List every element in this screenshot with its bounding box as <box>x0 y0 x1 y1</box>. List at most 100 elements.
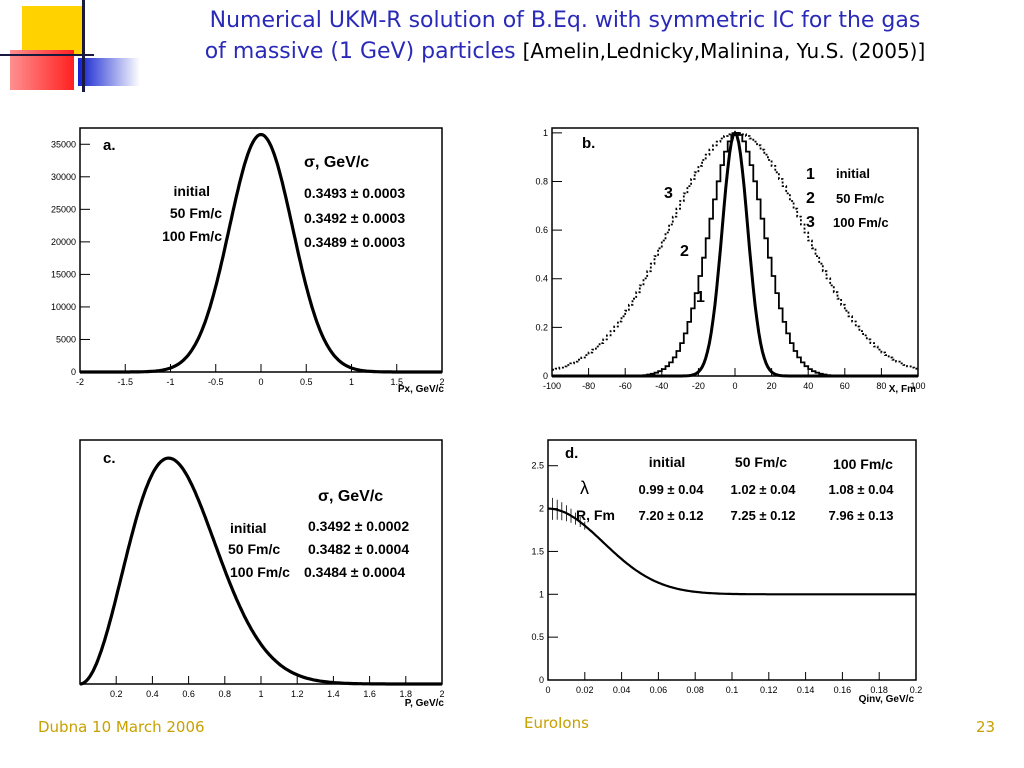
panel-d-row-label-0: λ <box>580 478 589 498</box>
panel-a-xtick-label: 2 <box>439 377 444 387</box>
panel-a-xtick-label: 1 <box>349 377 354 387</box>
panel-b-ytick-label: 0.4 <box>535 274 548 284</box>
panel-a-label: a. <box>103 137 116 154</box>
panel-c-xtick-label: 0.4 <box>146 689 159 699</box>
panel-a-legend-label-0: initial <box>173 183 210 199</box>
panel-d-cell-1-2: 7.96 ± 0.13 <box>829 508 894 523</box>
title-reference: [Amelin,Lednicky,Malinina, Yu.S. (2005)] <box>522 39 926 63</box>
panel-b-marker-2: 2 <box>806 190 815 207</box>
panel-b-legend-1: 50 Fm/c <box>836 191 884 206</box>
panel-d-ytick-label: 1 <box>539 589 544 599</box>
panel-d-col-header-0: initial <box>649 454 686 470</box>
panel-a-legend-label-1: 50 Fm/c <box>170 205 222 221</box>
panel-c-legend-label-1: 50 Fm/c <box>228 541 280 557</box>
panel-c-xtick-label: 1 <box>258 689 263 699</box>
panel-d-correlation-curve <box>548 507 916 596</box>
footer-date: Dubna 10 March 2006 <box>38 718 205 736</box>
panel-d-col-header-1: 50 Fm/c <box>735 454 787 470</box>
panel-d-ytick-label: 2 <box>539 504 544 514</box>
panel-a-ticks: -2 -1.5 -1 -0.5 0 0.5 1 1.5 2 0 5000 10000 15000 2000… <box>51 139 445 387</box>
panel-d-xlabel: Qinv, GeV/c <box>859 694 915 705</box>
chart-panel-c: 0.2 0.4 0.6 0.8 1 1.2 1.4 1.6 1.8 2 c. P, GeV/c σ… <box>79 439 445 709</box>
panel-d-curve <box>548 497 916 596</box>
panel-c-xtick-label: 1.2 <box>291 689 304 699</box>
panel-b-xtick-label: 40 <box>803 381 813 391</box>
panel-c-xtick-label: 1.8 <box>400 689 413 699</box>
panel-b-xtick-label: -100 <box>543 381 561 391</box>
panel-a-legend-header: σ, GeV/c <box>304 154 369 171</box>
panel-c-momentum-curve <box>79 456 442 686</box>
panel-a-ytick-label: 35000 <box>51 139 76 149</box>
panel-d-xtick-label: 0.18 <box>870 685 888 695</box>
panel-a-frame-group <box>79 127 443 373</box>
panel-d-xtick-label: 0.06 <box>650 685 668 695</box>
panel-b-xtick-label: -60 <box>619 381 632 391</box>
chart-panel-a: -2 -1.5 -1 -0.5 0 0.5 1 1.5 2 0 5000 10000 15000 2000… <box>51 127 445 395</box>
panel-a-xlabel: Px, GeV/c <box>398 384 445 395</box>
panel-b-ytick-label: 0.6 <box>535 225 548 235</box>
panel-a-legend-value-0: 0.3493 ± 0.0003 <box>304 185 405 201</box>
panel-d-cell-0-0: 0.99 ± 0.04 <box>639 482 705 497</box>
panel-a-xtick-label: -1.5 <box>117 377 133 387</box>
panel-b-curve-marker-3: 3 <box>664 185 673 202</box>
panel-c-xtick-label: 1.6 <box>363 689 376 699</box>
panel-d-cell-1-0: 7.20 ± 0.12 <box>639 508 704 523</box>
panel-b-curve-marker-2: 2 <box>680 243 689 260</box>
panel-d-cell-0-1: 1.02 ± 0.04 <box>731 482 797 497</box>
panel-c-ticks: 0.2 0.4 0.6 0.8 1 1.2 1.4 1.6 1.8 2 <box>110 676 445 699</box>
panel-a-legend-value-1: 0.3492 ± 0.0003 <box>304 210 405 226</box>
deco-blue-block <box>78 58 140 86</box>
panel-c-legend-value-0: 0.3492 ± 0.0002 <box>308 518 409 534</box>
panel-c-xlabel: P, GeV/c <box>405 698 445 709</box>
panel-d-xtick-label: 0.08 <box>686 685 704 695</box>
panel-d-cell-0-2: 1.08 ± 0.04 <box>829 482 895 497</box>
panel-d-ytick-label: 1.5 <box>531 546 544 556</box>
panel-c-xtick-label: 0.2 <box>110 689 123 699</box>
panel-a-frame <box>79 127 443 373</box>
title-line-2: of massive (1 GeV) particles [Amelin,Led… <box>120 36 1010 67</box>
panel-a-ytick-label: 15000 <box>51 269 76 279</box>
panel-a-ytick-label: 5000 <box>56 334 76 344</box>
panel-c-legend-label-2: 100 Fm/c <box>230 564 290 580</box>
panel-a-xtick-label: -0.5 <box>208 377 224 387</box>
panel-b-curve <box>552 130 919 378</box>
panel-b-legend-0: initial <box>836 166 870 181</box>
panel-d-ytick-label: 2.5 <box>531 461 544 471</box>
panel-d-col-header-2: 100 Fm/c <box>833 456 893 472</box>
panel-d-frame-group <box>547 439 917 681</box>
panel-b-xlabel: X, Fm <box>889 384 916 395</box>
panel-a-xtick-label: 0 <box>258 377 263 387</box>
panel-c-xtick-label: 2 <box>439 689 444 699</box>
panel-d-xtick-label: 0.2 <box>910 685 923 695</box>
panel-a-curve <box>80 132 442 374</box>
panel-c-legend-value-2: 0.3484 ± 0.0004 <box>304 564 405 580</box>
deco-vertical-line <box>82 0 85 92</box>
panel-b-marker-1: 1 <box>806 166 815 183</box>
panel-d-xtick-label: 0 <box>545 685 550 695</box>
panel-d-xtick-label: 0.04 <box>613 685 631 695</box>
panel-b-ytick-label: 0.2 <box>535 322 548 332</box>
panel-c-legend-label-0: initial <box>230 520 267 536</box>
panel-b-ytick-label: 0.8 <box>535 176 548 186</box>
panel-b-xtick-label: 80 <box>876 381 886 391</box>
panel-a-legend-label-2: 100 Fm/c <box>162 228 222 244</box>
panel-a-xtick-label: 1.5 <box>390 377 403 387</box>
panel-b-label: b. <box>582 135 595 152</box>
panel-c-xtick-label: 0.6 <box>182 689 195 699</box>
footer-center: EuroIons <box>524 714 589 732</box>
panel-c-legend-value-1: 0.3482 ± 0.0004 <box>308 541 409 557</box>
panel-a-gaussian-curve <box>80 132 442 374</box>
panel-b-marker-3: 3 <box>806 214 815 231</box>
panel-b-xtick-label: 100 <box>910 381 925 391</box>
panel-b-legend-2: 100 Fm/c <box>833 215 889 230</box>
panel-c-xtick-label: 0.8 <box>219 689 232 699</box>
panel-b-series-3 <box>552 132 919 371</box>
deco-yellow-block <box>22 6 82 56</box>
deco-horizontal-line <box>0 54 94 56</box>
panel-c-frame <box>79 439 443 685</box>
panel-d-xtick-label: 0.1 <box>726 685 739 695</box>
panel-d-xtick-label: 0.02 <box>576 685 594 695</box>
panel-c-legend-header: σ, GeV/c <box>318 488 383 505</box>
chart-panel-d: 0 0.02 0.04 0.06 0.08 0.1 0.12 0.14 0.16 0.18 0.2 0… <box>531 439 923 705</box>
panel-c-frame-group <box>79 439 443 685</box>
